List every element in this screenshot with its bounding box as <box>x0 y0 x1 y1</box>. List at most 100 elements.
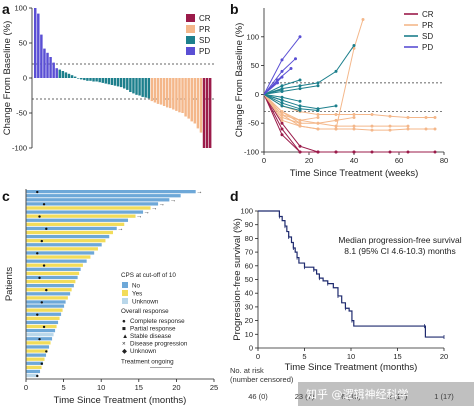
c-response-marker <box>38 337 41 341</box>
b-point <box>406 124 410 128</box>
b-legend-label: SD <box>422 32 433 41</box>
b-point <box>433 115 437 119</box>
b-point <box>298 99 302 103</box>
a-y-tick-label: 0 <box>23 74 27 83</box>
a-bar <box>156 78 160 104</box>
panel-b-letter: b <box>230 1 239 17</box>
d-y-tick-label: 50 <box>245 275 253 284</box>
a-legend-swatch <box>186 36 195 44</box>
a-bar <box>123 78 126 89</box>
c-bar <box>26 198 170 202</box>
b-series-line <box>263 93 283 101</box>
a-y-tick-label: 50 <box>19 39 27 48</box>
b-point <box>280 88 284 92</box>
a-y-tick-label: -50 <box>16 109 27 118</box>
a-bar <box>119 78 123 88</box>
a-bar <box>169 78 172 109</box>
d-y-axis-title: Progression-free survival (%) <box>232 218 243 340</box>
b-point <box>280 101 284 105</box>
b-x-axis-title: Time Since Treatment (weeks) <box>290 168 418 179</box>
b-point <box>406 150 410 154</box>
watermark-backdrop <box>298 382 474 406</box>
a-legend-label: CR <box>199 14 211 23</box>
a-bar <box>187 78 190 119</box>
c-bar <box>26 353 47 357</box>
c-bar <box>26 345 50 349</box>
a-bar <box>126 78 129 90</box>
a-bar <box>178 78 181 113</box>
d-y-tick-label: 10 <box>245 330 253 339</box>
panel-c-letter: c <box>2 188 10 204</box>
b-y-tick-label: 100 <box>246 32 259 41</box>
a-bar <box>98 78 101 83</box>
a-legend-label: PR <box>199 25 210 34</box>
b-point <box>280 127 284 131</box>
c-ongoing-label: Treatment ongoing <box>121 359 174 366</box>
b-point <box>334 113 338 117</box>
c-bar <box>26 239 106 243</box>
a-bar <box>199 78 203 133</box>
c-bar <box>26 304 65 308</box>
c-bar <box>26 312 62 316</box>
a-bar <box>92 78 95 82</box>
c-response-marker-legend: ◆ <box>122 348 127 355</box>
a-bar <box>138 78 141 96</box>
c-legend-label: Yes <box>132 291 142 298</box>
a-legend-swatch <box>186 14 195 22</box>
d-y-tick-label: 0 <box>249 344 253 353</box>
a-bar <box>80 78 83 80</box>
b-point <box>280 75 284 79</box>
a-bar <box>113 78 117 86</box>
b-series-line <box>263 94 319 153</box>
b-y-tick-label: -50 <box>248 119 259 128</box>
c-response-label: Disease progression <box>130 341 188 348</box>
c-bar <box>26 214 136 218</box>
a-y-tick-label: -100 <box>12 144 27 153</box>
a-bar <box>34 8 37 78</box>
c-response-marker-legend: ■ <box>122 326 126 333</box>
b-point <box>298 124 302 128</box>
c-response-marker <box>36 313 39 316</box>
b-x-tick-label: 60 <box>395 156 403 165</box>
c-x-tick-label: 5 <box>62 383 66 392</box>
c-response-marker <box>40 362 43 365</box>
a-bar <box>150 78 154 102</box>
b-series-line <box>263 82 278 95</box>
b-point <box>406 115 410 119</box>
a-bar <box>135 78 138 95</box>
a-bar <box>172 78 175 110</box>
c-bar <box>26 271 80 276</box>
d-y-tick-label: 30 <box>245 302 253 311</box>
b-point <box>280 84 284 88</box>
a-bar <box>46 52 49 78</box>
b-series-line <box>263 19 364 130</box>
b-point <box>424 115 428 119</box>
a-bar <box>175 78 178 111</box>
b-point <box>406 127 410 131</box>
b-x-tick-label: 20 <box>305 156 313 165</box>
b-point <box>289 66 293 70</box>
d-y-tick-label: 60 <box>245 261 253 270</box>
c-bar <box>26 324 57 329</box>
c-legend-swatch <box>122 290 128 296</box>
c-response-marker <box>45 227 48 231</box>
c-bar <box>26 369 41 374</box>
c-legend-swatch <box>122 298 128 304</box>
b-point <box>294 57 297 61</box>
b-y-tick-label: -100 <box>244 148 259 157</box>
b-series-line <box>263 45 355 95</box>
a-bar <box>83 78 86 81</box>
c-bar <box>26 349 48 353</box>
a-legend-label: SD <box>199 36 210 45</box>
c-bar <box>26 288 72 292</box>
b-point <box>424 127 428 131</box>
b-point <box>316 84 320 88</box>
c-bar <box>26 365 42 370</box>
a-legend-label: PD <box>199 47 210 56</box>
c-x-tick-label: 15 <box>135 383 143 392</box>
c-ongoing-arrow: → <box>151 205 157 212</box>
d-at-risk-value: 1 (17) <box>434 392 454 401</box>
d-x-tick-label: 10 <box>347 352 355 361</box>
a-bar <box>70 75 74 78</box>
